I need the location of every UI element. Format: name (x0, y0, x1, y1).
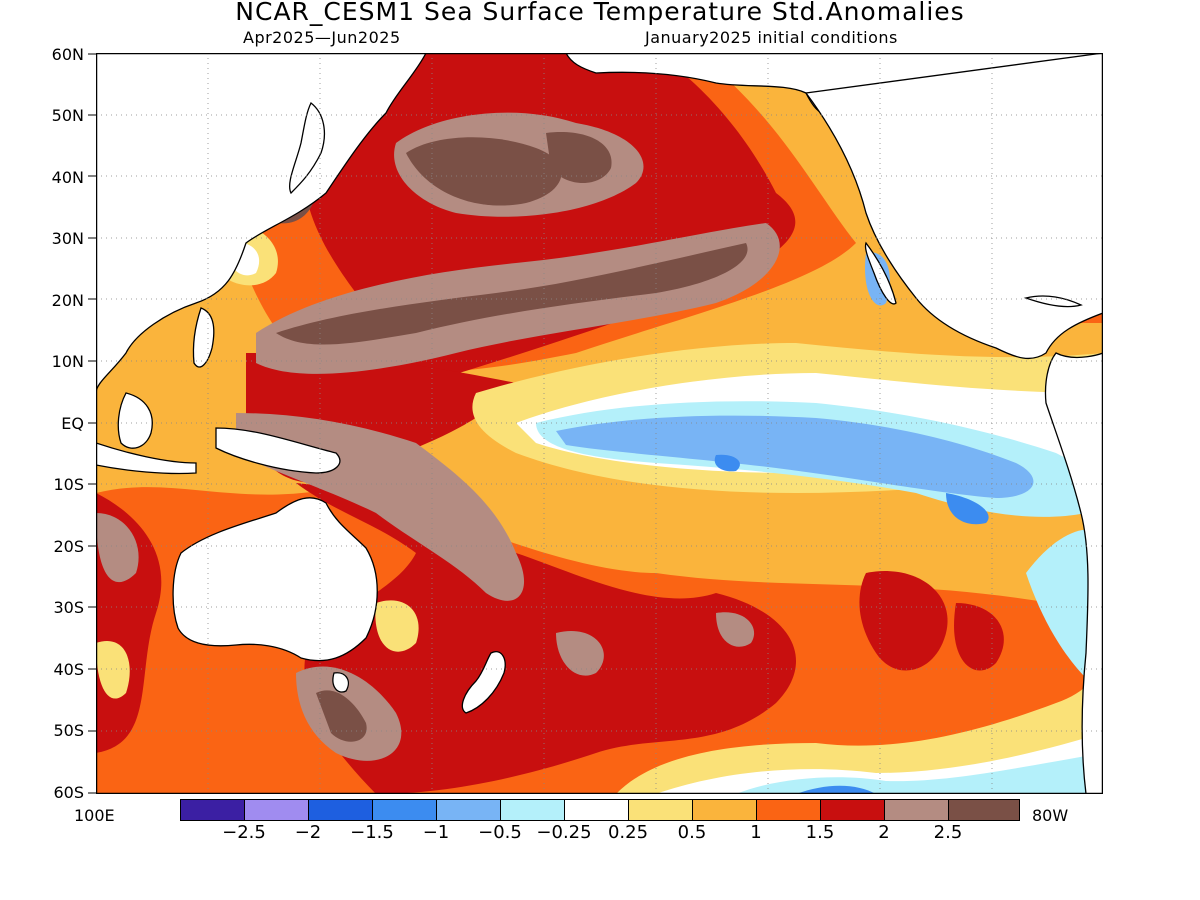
lat-label: 60S (53, 783, 84, 802)
philippines-landmass (192, 307, 215, 368)
colorbar-swatch (180, 799, 245, 821)
north-america-landmass (804, 53, 1103, 360)
lat-label: 30S (53, 598, 84, 617)
lat-label: 40N (51, 168, 84, 187)
forecast-period: Apr2025—Jun2025 (243, 28, 401, 47)
colorbar-swatch (436, 799, 501, 821)
south-america-landmass (1044, 352, 1103, 794)
colorbar-swatch (308, 799, 373, 821)
lat-label: 40S (53, 660, 84, 679)
new-guinea-landmass (215, 427, 341, 474)
colorbar-swatch (820, 799, 885, 821)
lat-label: 20S (53, 537, 84, 556)
colorbar-swatch (244, 799, 309, 821)
indonesia-landmass (96, 442, 197, 475)
lat-label: 30N (51, 229, 84, 248)
japan-landmass (289, 102, 325, 195)
colorbar-label: 2 (878, 822, 890, 843)
land-masses (96, 53, 1103, 794)
lat-label: 50N (51, 106, 84, 125)
colorbar-label: −2.5 (222, 822, 266, 843)
lat-label: 60N (51, 45, 84, 64)
latitude-ticks (88, 53, 96, 794)
colorbar-swatch (564, 799, 629, 821)
sst-anomaly-map (96, 53, 1103, 794)
lat-label: 50S (53, 721, 84, 740)
tasmania-landmass (332, 672, 349, 693)
initial-conditions: January2025 initial conditions (645, 28, 898, 47)
lon-label-right: 80W (1032, 806, 1069, 825)
map-frame (96, 53, 1103, 794)
colorbar-label: −2 (294, 822, 322, 843)
asia-landmass (96, 53, 427, 394)
colorbar-label: −0.25 (536, 822, 592, 843)
colorbar-label: 2.5 (933, 822, 963, 843)
colorbar-swatch (884, 799, 949, 821)
graticule (96, 53, 1103, 794)
new-zealand-landmass (461, 651, 506, 714)
baja-california-landmass (864, 241, 897, 305)
colorbar-label: −1 (422, 822, 450, 843)
lat-label: 20N (51, 291, 84, 310)
colorbar-label: 0.25 (607, 822, 649, 843)
colorbar-label: 0.5 (677, 822, 707, 843)
lat-label: 10S (53, 475, 84, 494)
colorbar-swatch (948, 799, 1020, 821)
colorbar-swatch (628, 799, 693, 821)
borneo-landmass (117, 392, 153, 449)
colorbar-swatch (500, 799, 565, 821)
colorbar-swatch (756, 799, 821, 821)
anomaly-field (96, 53, 1103, 794)
map-title: NCAR_CESM1 Sea Surface Temperature Std.A… (235, 0, 965, 26)
lat-label: EQ (61, 414, 84, 433)
colorbar-label: 1 (750, 822, 762, 843)
australia-landmass (172, 497, 378, 662)
cuba-landmass (1023, 295, 1083, 308)
lon-label-left: 100E (74, 806, 115, 825)
lat-label: 10N (51, 352, 84, 371)
colorbar-swatch (692, 799, 757, 821)
colorbar-label: −1.5 (350, 822, 394, 843)
colorbar-label: 1.5 (805, 822, 835, 843)
colorbar-swatch (372, 799, 437, 821)
colorbar-label: −0.5 (478, 822, 522, 843)
